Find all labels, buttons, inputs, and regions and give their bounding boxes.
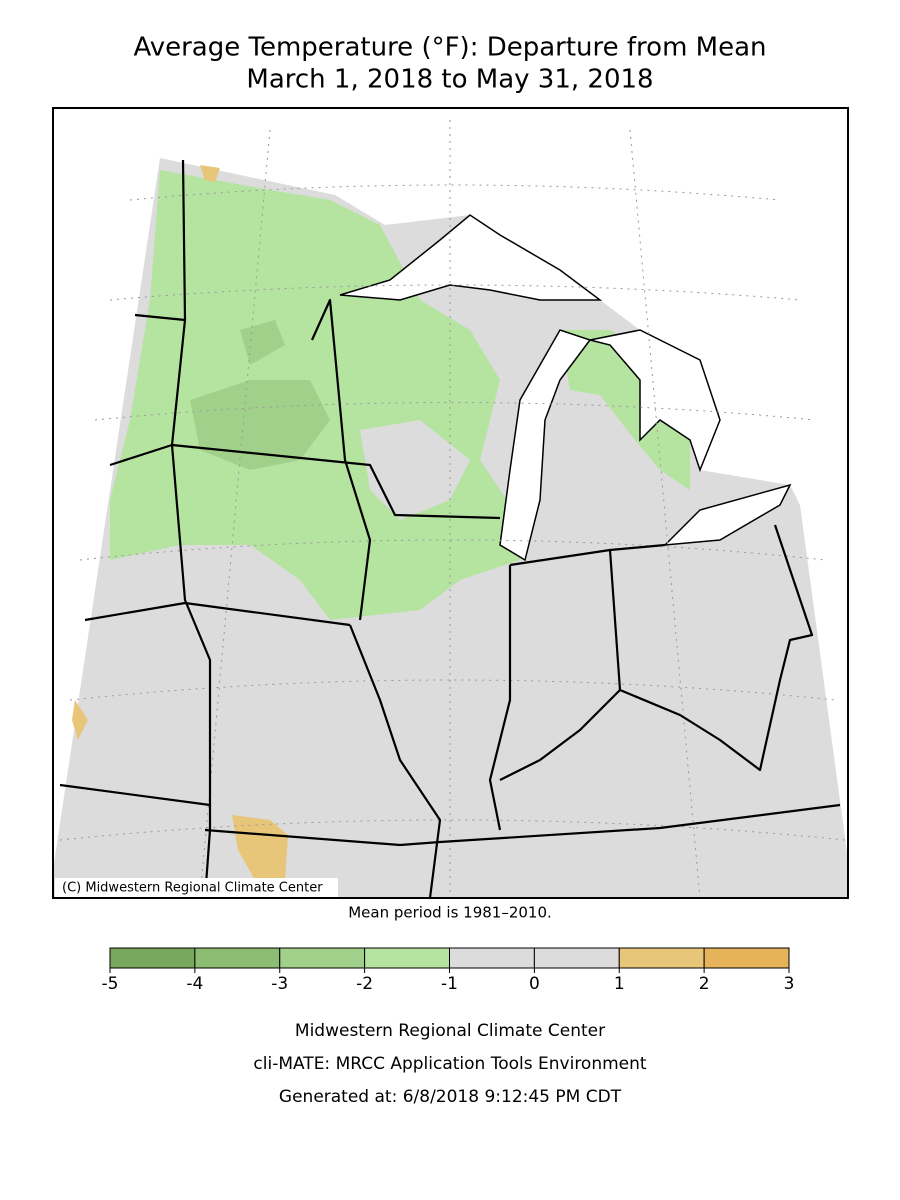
map-frame bbox=[52, 107, 849, 899]
legend-swatch bbox=[703, 947, 790, 969]
lake bbox=[499, 329, 592, 562]
legend-swatch bbox=[449, 947, 535, 969]
legend-swatch bbox=[279, 947, 366, 969]
anomaly-area bbox=[190, 380, 330, 470]
legend-swatch bbox=[618, 947, 705, 969]
footer: Midwestern Regional Climate Center cli-MA… bbox=[253, 1021, 646, 1107]
legend-tick-label: 2 bbox=[699, 974, 710, 994]
footer-line: Midwestern Regional Climate Center bbox=[295, 1021, 605, 1041]
legend: -5 -4 -3 -2 -1 0 1 2 3 bbox=[102, 947, 795, 994]
legend-swatch bbox=[364, 947, 450, 969]
legend-tick-label: 3 bbox=[784, 974, 795, 994]
anomaly-area bbox=[240, 320, 285, 365]
legend-swatch bbox=[533, 947, 620, 969]
anomaly-area bbox=[72, 700, 88, 740]
lake bbox=[339, 214, 603, 301]
footer-line: Generated at: 6/8/2018 9:12:45 PM CDT bbox=[279, 1087, 622, 1107]
anomaly-area bbox=[360, 420, 470, 520]
legend-swatch bbox=[109, 947, 196, 969]
copyright-bg bbox=[55, 878, 338, 897]
legend-tick-label: -4 bbox=[186, 974, 203, 994]
title: Average Temperature (°F): Departure from… bbox=[133, 33, 766, 63]
legend-tick-label: 0 bbox=[529, 974, 540, 994]
copyright: (C) Midwestern Regional Climate Center bbox=[62, 881, 323, 896]
legend-swatch bbox=[194, 947, 281, 969]
lake bbox=[663, 483, 792, 546]
legend-tick-label: -1 bbox=[441, 974, 458, 994]
anomaly-area bbox=[232, 815, 288, 880]
map: (C) Midwestern Regional Climate Center bbox=[52, 107, 849, 899]
note: Mean period is 1981–2010. bbox=[348, 904, 552, 922]
lake bbox=[589, 329, 721, 473]
anomaly-area bbox=[200, 165, 220, 182]
subtitle: March 1, 2018 to May 31, 2018 bbox=[246, 65, 653, 95]
state-borders bbox=[59, 159, 841, 899]
legend-tick-label: -3 bbox=[271, 974, 288, 994]
legend-tick-label: 1 bbox=[614, 974, 625, 994]
legend-tick-label: -2 bbox=[356, 974, 373, 994]
legend-tick-label: -5 bbox=[102, 974, 119, 994]
graticule bbox=[59, 120, 846, 899]
footer-line: cli-MATE: MRCC Application Tools Environ… bbox=[253, 1054, 646, 1074]
